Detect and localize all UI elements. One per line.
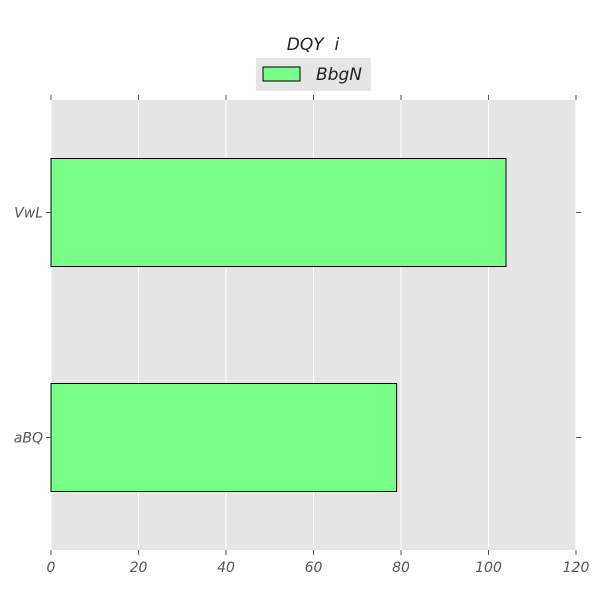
bar-VwL (50, 158, 507, 267)
y-tick-label: aBQ (14, 431, 43, 447)
legend-label: BbgN (316, 65, 362, 85)
y-tick-label: VwL (14, 206, 43, 222)
x-tick-label: 100 (475, 560, 502, 576)
x-tick-label: 20 (130, 560, 148, 576)
legend-swatch (262, 66, 301, 82)
y-axis: VwL aBQ (14, 206, 581, 447)
x-tick-label: 120 (563, 560, 590, 576)
x-tick-label: 60 (305, 560, 323, 576)
bars (50, 158, 507, 492)
bar-aBQ (50, 383, 398, 492)
x-axis: 0 20 40 60 80 100 120 (47, 95, 590, 576)
x-tick-label: 80 (392, 560, 410, 576)
chart-title: DQY i (287, 35, 340, 55)
x-tick-label: 40 (217, 560, 235, 576)
legend: BbgN (256, 58, 371, 91)
x-tick-label: 0 (47, 560, 56, 576)
